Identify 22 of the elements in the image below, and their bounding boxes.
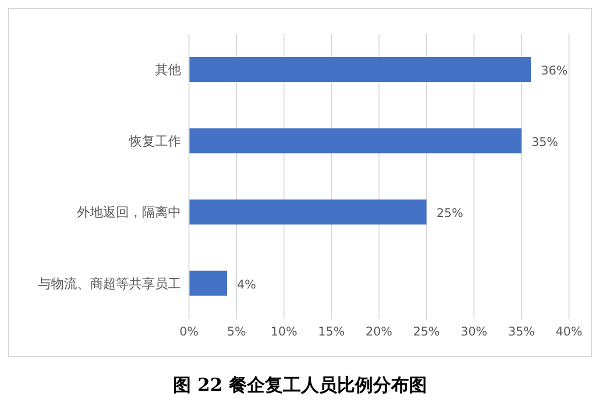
- x-tick-label: 15%: [318, 324, 345, 339]
- x-tick-label: 20%: [366, 324, 392, 339]
- y-tick-label: 其他: [155, 63, 181, 78]
- x-tick-label: 25%: [413, 324, 440, 339]
- x-tick-label: 10%: [270, 324, 298, 339]
- data-label: 35%: [532, 134, 558, 149]
- x-tick-label: 5%: [226, 324, 246, 339]
- data-label: 36%: [541, 64, 568, 78]
- x-tick-label: 30%: [460, 324, 488, 339]
- y-tick-label: 与物流、商超等共享员工: [38, 276, 181, 292]
- bar: [189, 57, 531, 82]
- text: 图 22 餐企复工人员比例分布图: [172, 374, 428, 397]
- data-label: 4%: [237, 277, 256, 292]
- y-tick-label: 外地返回，隔离中: [77, 204, 181, 221]
- x-tick-label: 35%: [508, 324, 535, 339]
- y-tick-label: 恢复工作: [128, 134, 181, 150]
- bar: [189, 200, 426, 224]
- x-tick-label: 40%: [556, 324, 582, 339]
- data-label: 25%: [436, 206, 464, 220]
- bar: [189, 270, 227, 296]
- x-tick-label: 0%: [179, 324, 199, 339]
- bar: [189, 128, 522, 154]
